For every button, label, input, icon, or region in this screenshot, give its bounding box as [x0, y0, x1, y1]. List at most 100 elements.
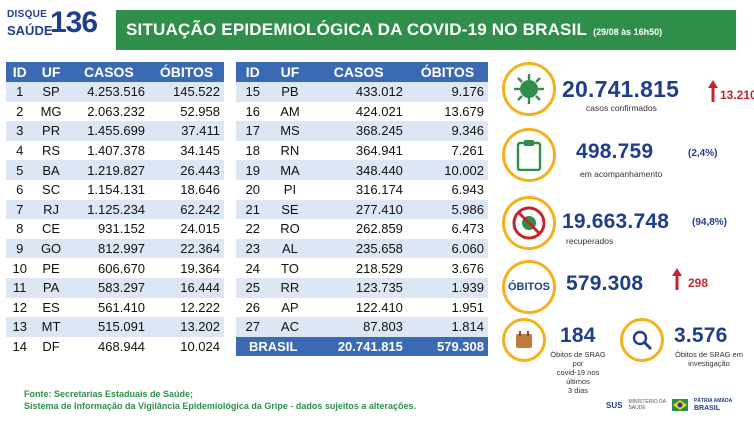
cell-obitos: 6.473: [451, 221, 484, 237]
logo-line1: DISQUE: [7, 9, 48, 20]
cell-uf: ES: [42, 299, 60, 315]
source-line-2: Sistema de Informação da Vigilância Epid…: [24, 401, 416, 411]
cell-uf: AC: [269, 317, 311, 337]
cell-obitos: 145.522: [149, 82, 224, 102]
cell-uf: SP: [33, 82, 69, 102]
table-row: 11 PA 583.297 16.444: [6, 277, 224, 298]
cell-obitos: 3.676: [451, 260, 484, 276]
cell-casos: 1.455.699: [68, 121, 150, 141]
brasil-line-1: PÁTRIA AMADA: [693, 398, 733, 404]
ministry-line-1: MINISTÉRIO DA: [628, 399, 666, 405]
cell-obitos: 1.951: [451, 299, 484, 315]
cell-casos: 87.803: [310, 317, 407, 337]
cell-obitos: 26.443: [149, 160, 224, 180]
table-row: 1 SP 4.253.516 145.522: [6, 82, 224, 102]
total-row: BRASIL 20.741.815 579.308: [236, 336, 488, 357]
stat-obitos: ÓBITOS 579.308 298: [496, 258, 748, 314]
table-row: 20 PI 316.174 6.943: [236, 180, 488, 200]
cell-casos: 583.297: [68, 277, 150, 298]
cell-id: 14: [12, 339, 27, 355]
cell-obitos: 16.444: [149, 277, 224, 298]
cell-id: 9: [6, 238, 34, 259]
cell-id: 24: [245, 260, 260, 276]
recuperados-value: 19.663.748: [562, 210, 670, 233]
table-row: 27 AC 87.803 1.814: [236, 317, 488, 337]
table-row: 3 PR 1.455.699 37.411: [6, 121, 224, 141]
cell-obitos: 10.024: [180, 339, 220, 355]
cell-uf: GO: [33, 238, 69, 259]
cell-uf: SE: [269, 199, 311, 220]
cell-obitos: 5.986: [406, 199, 488, 220]
cell-obitos: 12.222: [180, 299, 220, 315]
cell-casos: 433.012: [310, 82, 407, 102]
cell-id: 7: [6, 199, 34, 220]
cell-uf: DF: [42, 339, 60, 355]
source-line-1: Fonte: Secretarias Estaduais de Saúde;: [24, 389, 194, 399]
table-row: 26 AP 122.410 1.951: [236, 298, 488, 318]
brasil-line-2: BRASIL: [693, 405, 721, 412]
cell-uf: MA: [269, 160, 311, 180]
table-row: 19 MA 348.440 10.002: [236, 160, 488, 180]
cell-obitos: 19.364: [180, 260, 220, 276]
stat-recuperados: 19.663.748 (94,8%) recuperados: [496, 192, 748, 256]
col-uf: UF: [33, 62, 69, 82]
col-obitos: ÓBITOS: [406, 62, 488, 82]
table-row: 4 RS 1.407.378 34.145: [6, 141, 224, 161]
footer-logos: SUS MINISTÉRIO DA SAÚDE PÁTRIA AMADA BRA…: [606, 394, 746, 416]
cell-id: 12: [12, 299, 27, 315]
cell-obitos: 37.411: [149, 121, 224, 141]
col-obitos: ÓBITOS: [149, 62, 224, 82]
cell-uf: BA: [33, 160, 69, 180]
cell-uf: PB: [269, 82, 311, 102]
cell-id: 5: [6, 160, 34, 180]
table-row: 12 ES 561.410 12.222: [6, 298, 224, 318]
title-bar: SITUAÇÃO EPIDEMIOLÓGICA DA COVID-19 NO B…: [116, 10, 736, 50]
table-row: 14 DF 468.944 10.024: [6, 337, 224, 357]
table-row: 5 BA 1.219.827 26.443: [6, 160, 224, 180]
cell-obitos: 34.145: [180, 143, 220, 159]
cell-obitos: 10.002: [406, 160, 488, 180]
logo-line2: SAÚDE: [7, 23, 53, 38]
srag-invest-label: Óbitos de SRAG em investigação: [672, 350, 746, 368]
ministry-line-2: SAÚDE: [628, 405, 646, 411]
srag-invest-label-1: Óbitos de SRAG em: [675, 350, 743, 359]
col-id: ID: [6, 62, 34, 82]
cell-casos: 2.063.232: [87, 103, 146, 119]
cell-uf: AM: [280, 103, 300, 119]
cell-uf: RO: [280, 221, 300, 237]
cell-id: 16: [245, 103, 260, 119]
cell-casos: 1.407.378: [87, 143, 146, 159]
table-row: 16 AM 424.021 13.679: [236, 102, 488, 122]
cell-obitos: 6.060: [406, 238, 488, 259]
cell-casos: 4.253.516: [68, 82, 150, 102]
cell-id: 3: [6, 121, 34, 141]
cell-uf: MT: [33, 317, 69, 337]
table-row: 24 TO 218.529 3.676: [236, 258, 488, 278]
srag-recent-label: Óbitos de SRAG por covid-19 nos últimos …: [546, 350, 610, 395]
cell-obitos: 13.202: [149, 317, 224, 337]
acompanhamento-value: 498.759: [576, 140, 654, 163]
cell-uf: RR: [269, 277, 311, 298]
acompanhamento-pct: (2,4%): [688, 148, 718, 159]
ministry-logo: MINISTÉRIO DA SAÚDE: [628, 399, 666, 411]
cell-uf: MS: [269, 121, 311, 141]
cell-casos: 262.859: [355, 221, 403, 237]
table-row: 9 GO 812.997 22.364: [6, 238, 224, 259]
col-id: ID: [236, 62, 270, 82]
table-row: 13 MT 515.091 13.202: [6, 317, 224, 337]
cell-obitos: 52.958: [180, 103, 220, 119]
cell-id: 4: [16, 143, 24, 159]
cell-casos: 1.219.827: [68, 160, 150, 180]
cell-id: 18: [245, 143, 260, 159]
update-date: (29/08 às 16h50): [593, 27, 663, 37]
cell-obitos: 22.364: [149, 238, 224, 259]
summary-panel: 20.741.815 13.210 casos confirmados 498.…: [496, 58, 754, 395]
table-row: 21 SE 277.410 5.986: [236, 199, 488, 220]
cell-id: 1: [6, 82, 34, 102]
cell-id: 27: [236, 317, 270, 337]
obitos-delta: 298: [688, 276, 709, 290]
table-row: 17 MS 368.245 9.346: [236, 121, 488, 141]
cell-casos: 1.154.131: [87, 182, 146, 198]
cell-uf: RS: [42, 143, 61, 159]
cell-id: 22: [245, 221, 260, 237]
